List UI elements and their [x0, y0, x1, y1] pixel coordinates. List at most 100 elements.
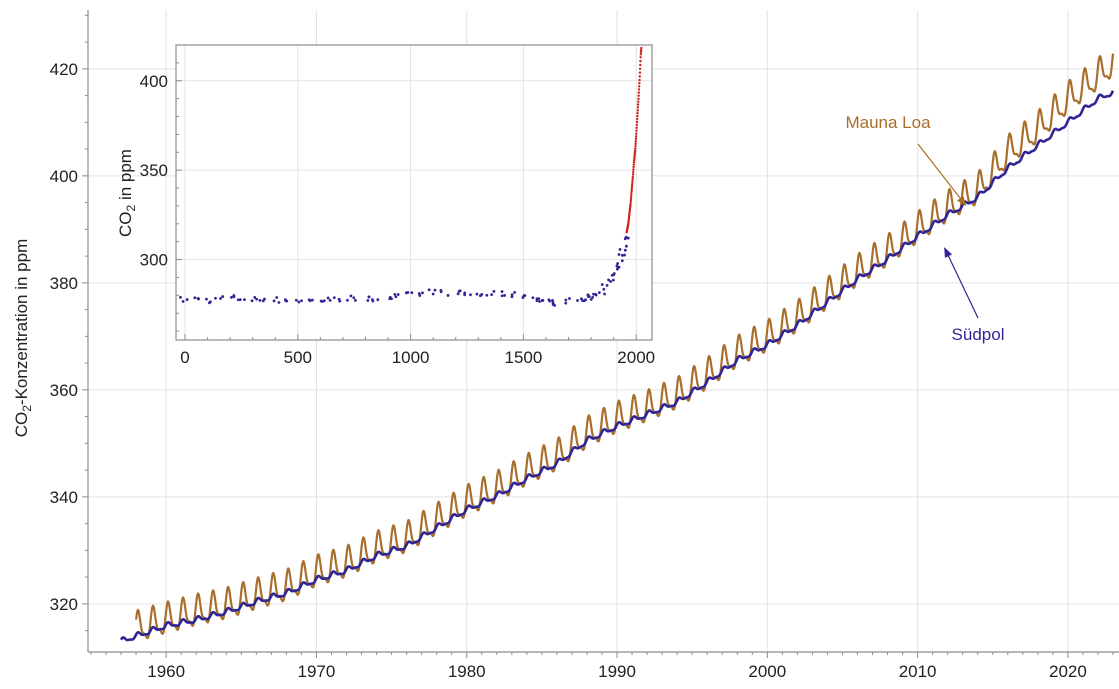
inset-point	[485, 293, 489, 297]
inset-point	[272, 299, 276, 303]
inset-point	[513, 290, 516, 294]
inset-recent-point	[639, 59, 642, 63]
suedpol-label: Südpol	[952, 325, 1005, 344]
main-annotations: Mauna Loa Südpol	[845, 113, 1004, 344]
main-x-tick-label: 1960	[147, 662, 185, 681]
inset-point	[283, 298, 287, 302]
main-x-tick-label: 2020	[1049, 662, 1087, 681]
inset-y-axis-label-rest: in ppm	[116, 149, 135, 205]
inset-point	[592, 292, 595, 296]
inset-point	[620, 259, 624, 263]
inset-point	[421, 291, 424, 295]
inset-recent-point	[629, 201, 632, 204]
inset-recent-point	[630, 192, 633, 195]
inset-recent-point	[633, 157, 636, 160]
inset-point	[393, 292, 397, 296]
inset-axes: 0 500 1000 1500 2000 300 350 400	[140, 44, 655, 367]
inset-point	[250, 299, 254, 303]
main-series	[119, 53, 1115, 642]
inset-point	[394, 295, 398, 299]
inset-point	[579, 297, 583, 301]
inset-point	[618, 248, 622, 251]
inset-recent-point	[632, 165, 635, 169]
inset-point	[179, 295, 182, 299]
inset-recent-point	[629, 196, 633, 200]
inset-point	[616, 262, 620, 265]
main-axes: 1960 1970 1980 1990 2000 2010 2020 320 340 360 380…	[50, 10, 1119, 681]
main-y-axis-label-subscript: 2	[20, 405, 34, 412]
inset-point	[623, 237, 627, 241]
inset-point	[258, 298, 262, 302]
inset-recent-point	[636, 114, 639, 118]
main-y-tick-label: 420	[50, 60, 78, 79]
main-y-tick-label: 360	[50, 381, 78, 400]
inset-point	[181, 300, 185, 303]
inset-recent-point	[631, 175, 635, 178]
inset-x-tick-label: 500	[284, 348, 312, 367]
inset-point	[390, 297, 393, 301]
inset-recent-point	[637, 94, 640, 97]
main-x-tick-label: 1990	[598, 662, 636, 681]
inset-recent-point	[638, 71, 642, 74]
inset-recent-point	[637, 85, 641, 88]
inset-point	[277, 301, 281, 304]
inset-point	[612, 272, 616, 275]
inset-point	[352, 296, 356, 300]
inset-recent-point	[637, 100, 640, 103]
main-y-tick-label: 400	[50, 167, 78, 186]
inset-point	[376, 298, 380, 302]
inset-point	[564, 298, 568, 302]
inset-recent-point	[636, 103, 640, 106]
inset-point	[611, 278, 615, 282]
inset-point	[297, 300, 301, 304]
inset-recent-point	[637, 88, 641, 91]
inset-y-axis-label-main: CO	[116, 211, 135, 237]
inset-recent-point	[633, 155, 636, 158]
inset-point	[503, 294, 507, 297]
inset-point	[332, 296, 336, 300]
inset-point	[338, 299, 342, 303]
inset-point	[328, 298, 332, 302]
inset-point	[255, 297, 259, 301]
inset-point	[617, 265, 621, 269]
inset-point	[221, 295, 225, 298]
inset-point	[427, 288, 431, 292]
inset-recent-point	[640, 46, 643, 50]
inset-grid	[176, 45, 652, 340]
inset-point	[294, 298, 298, 302]
inset-point	[623, 253, 626, 257]
inset-frame	[175, 44, 653, 341]
inset-recent-point	[636, 109, 639, 112]
inset-point	[479, 294, 482, 298]
inset-recent-point	[632, 170, 635, 173]
inset-y-axis-label-subscript: 2	[124, 204, 138, 211]
inset-point	[366, 299, 370, 302]
inset-point	[456, 292, 460, 296]
inset-point	[510, 293, 514, 297]
inset-recent-point	[638, 82, 641, 85]
inset-x-tick-label: 2000	[617, 348, 655, 367]
inset-recent-point	[630, 185, 634, 189]
inset-point	[243, 298, 246, 302]
inset-point	[446, 294, 450, 297]
inset-recent-point	[634, 140, 637, 143]
inset-y-tick-label: 300	[140, 251, 168, 270]
inset-recent-point	[637, 91, 641, 94]
inset-recent-point	[631, 181, 634, 185]
inset-recent-point	[633, 153, 636, 157]
inset-recent-point	[638, 67, 642, 70]
inset-point	[548, 299, 552, 303]
inset-point	[626, 236, 630, 240]
inset-point	[594, 292, 598, 296]
inset-point	[500, 290, 504, 293]
inset-recent-point	[630, 183, 634, 187]
inset-point	[603, 292, 606, 296]
inset-recent-point	[629, 198, 633, 202]
main-y-axis-label: CO2-Konzentration in ppm	[12, 239, 34, 438]
inset-point	[307, 298, 311, 302]
main-x-tick-label: 2010	[899, 662, 937, 681]
inset-point	[253, 296, 257, 299]
inset-point	[490, 293, 494, 297]
inset-point	[354, 298, 357, 302]
suedpol-line	[119, 90, 1115, 642]
